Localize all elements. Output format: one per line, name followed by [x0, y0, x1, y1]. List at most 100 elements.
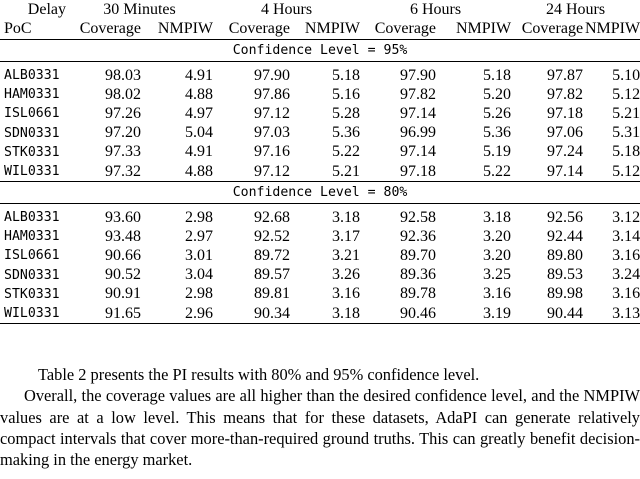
- coverage-cell: 89.36: [400, 266, 437, 284]
- coverage-cell: 97.90: [400, 66, 437, 84]
- coverage-cell: 92.36: [400, 227, 437, 245]
- coverage-cell: 97.86: [254, 85, 291, 103]
- coverage-cell: 98.02: [105, 85, 141, 103]
- body-text: Table 2 presents the PI results with 80%…: [0, 364, 640, 470]
- coverage-cell: 97.03: [254, 124, 291, 142]
- coverage-cell: 92.58: [400, 208, 437, 226]
- coverage-cell: 97.06: [547, 124, 584, 142]
- table-row: ALB0331 93.60 2.98 92.68 3.18 92.58 3.18 92.56 3…: [0, 208, 640, 227]
- paragraph-1: Table 2 presents the PI results with 80%…: [38, 365, 480, 384]
- nmpiw-cell: 3.25: [483, 266, 512, 284]
- coverage-cell: 97.33: [105, 143, 141, 161]
- poc-cell: HAM0331: [4, 87, 60, 103]
- nmpiw-cell: 3.16: [612, 247, 640, 265]
- rule: [0, 323, 640, 325]
- coverage-cell: 96.99: [400, 124, 437, 142]
- poc-cell: STK0331: [4, 286, 60, 302]
- period-header-6h: 6 Hours: [409, 0, 462, 18]
- nmpiw-cell: 4.91: [185, 143, 214, 161]
- coverage-cell: 97.24: [547, 143, 584, 161]
- group-label-95: Confidence Level = 95%: [232, 42, 408, 58]
- poc-cell: ALB0331: [4, 210, 60, 226]
- coverage-cell: 97.12: [254, 104, 291, 122]
- nmpiw-cell: 3.16: [612, 285, 640, 303]
- coverage-cell: 93.48: [105, 227, 141, 245]
- nmpiw-cell: 5.31: [612, 124, 640, 142]
- coverage-cell: 89.80: [547, 247, 584, 265]
- coverage-header: Coverage: [228, 20, 291, 37]
- nmpiw-cell: 5.16: [332, 85, 361, 103]
- header-row-periods: Delay 30 Minutes 4 Hours 6 Hours 24 Hour…: [0, 0, 640, 19]
- coverage-cell: 91.65: [105, 304, 141, 322]
- table-row: WIL0331 97.32 4.88 97.12 5.21 97.18 5.22 97.14 5…: [0, 162, 640, 182]
- coverage-cell: 90.66: [105, 247, 141, 265]
- table-row: STK0331 97.33 4.91 97.16 5.22 97.14 5.19 97.24 5…: [0, 143, 640, 162]
- nmpiw-cell: 3.24: [612, 266, 640, 284]
- nmpiw-cell: 5.21: [612, 104, 640, 122]
- table-row: SDN0331 97.20 5.04 97.03 5.36 96.99 5.36 97.06 5…: [0, 124, 640, 143]
- delay-header: Delay: [27, 0, 66, 18]
- coverage-cell: 92.68: [254, 208, 291, 226]
- table-row: HAM0331 93.48 2.97 92.52 3.17 92.36 3.20 92.44 3…: [0, 227, 640, 246]
- nmpiw-cell: 3.21: [332, 247, 361, 265]
- period-header-24h: 24 Hours: [546, 0, 606, 18]
- table-row: HAM0331 98.02 4.88 97.86 5.16 97.82 5.20 97.82 5…: [0, 85, 640, 104]
- nmpiw-cell: 3.13: [612, 304, 640, 322]
- table-row: SDN0331 90.52 3.04 89.57 3.26 89.36 3.25 89.53 3…: [0, 266, 640, 285]
- coverage-cell: 92.56: [547, 208, 584, 226]
- rule: [0, 61, 640, 62]
- period-header-4h: 4 Hours: [260, 0, 313, 18]
- rule: [0, 181, 640, 183]
- nmpiw-cell: 5.36: [332, 124, 361, 142]
- nmpiw-cell: 3.14: [612, 227, 640, 245]
- nmpiw-cell: 5.36: [483, 124, 512, 142]
- nmpiw-cell: 3.20: [483, 247, 512, 265]
- coverage-cell: 98.03: [105, 66, 141, 84]
- coverage-cell: 97.87: [547, 66, 584, 84]
- nmpiw-cell: 4.88: [185, 162, 214, 180]
- nmpiw-cell: 5.22: [332, 143, 361, 161]
- nmpiw-cell: 5.19: [483, 143, 512, 161]
- nmpiw-cell: 3.19: [483, 304, 512, 322]
- nmpiw-cell: 5.10: [612, 66, 640, 84]
- results-table: Delay 30 Minutes 4 Hours 6 Hours 24 Hour…: [0, 0, 640, 325]
- nmpiw-cell: 5.26: [483, 104, 512, 122]
- poc-cell: ISL0661: [4, 248, 60, 264]
- nmpiw-cell: 3.18: [483, 208, 512, 226]
- coverage-cell: 97.14: [547, 162, 584, 180]
- group-row-80: Confidence Level = 80%: [0, 182, 640, 204]
- coverage-cell: 89.57: [254, 266, 291, 284]
- table-row: STK0331 90.91 2.98 89.81 3.16 89.78 3.16 89.98 3…: [0, 285, 640, 304]
- coverage-cell: 89.81: [254, 285, 291, 303]
- coverage-cell: 97.82: [400, 85, 437, 103]
- coverage-cell: 97.16: [254, 143, 291, 161]
- coverage-cell: 89.70: [400, 247, 437, 265]
- coverage-header: Coverage: [374, 20, 437, 37]
- nmpiw-cell: 3.20: [483, 227, 512, 245]
- coverage-cell: 90.44: [547, 304, 584, 322]
- paragraph-2: Overall, the coverage values are all hig…: [0, 386, 640, 470]
- nmpiw-cell: 4.91: [185, 66, 214, 84]
- nmpiw-cell: 4.97: [185, 104, 214, 122]
- nmpiw-cell: 3.17: [332, 227, 361, 245]
- coverage-cell: 89.53: [547, 266, 584, 284]
- coverage-cell: 89.78: [400, 285, 437, 303]
- nmpiw-cell: 5.12: [612, 162, 640, 180]
- nmpiw-header: NMPIW: [304, 20, 361, 37]
- nmpiw-cell: 3.16: [332, 285, 361, 303]
- nmpiw-cell: 3.12: [612, 208, 640, 226]
- coverage-cell: 97.20: [105, 124, 141, 142]
- table-row: ALB0331 98.03 4.91 97.90 5.18 97.90 5.18 97.87 5…: [0, 66, 640, 85]
- nmpiw-cell: 5.12: [612, 85, 640, 103]
- coverage-cell: 97.14: [400, 104, 437, 122]
- coverage-cell: 97.18: [547, 104, 584, 122]
- nmpiw-cell: 3.26: [332, 266, 361, 284]
- nmpiw-cell: 3.18: [332, 304, 361, 322]
- coverage-cell: 97.14: [400, 143, 437, 161]
- coverage-cell: 90.52: [105, 266, 141, 284]
- coverage-header: Coverage: [521, 20, 584, 37]
- poc-header: PoC: [4, 20, 32, 37]
- poc-cell: SDN0331: [4, 267, 60, 283]
- nmpiw-cell: 2.97: [185, 227, 214, 245]
